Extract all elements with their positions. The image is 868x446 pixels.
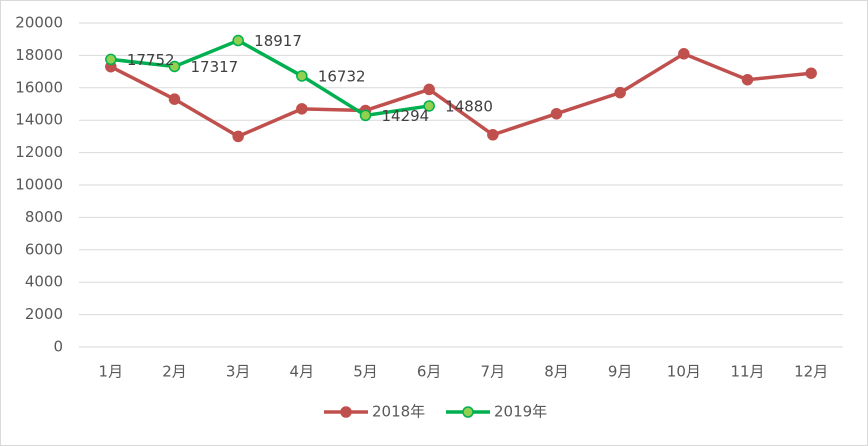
- y-tick-label: 4000: [25, 273, 63, 291]
- y-tick-label: 6000: [25, 240, 63, 258]
- marker: [423, 100, 435, 112]
- x-tick-label: 6月: [417, 363, 442, 381]
- data-label: 14294: [382, 107, 430, 125]
- x-tick-label: 7月: [481, 363, 506, 381]
- data-label: 14880: [445, 97, 493, 115]
- marker: [741, 73, 754, 86]
- marker: [359, 109, 372, 122]
- x-tick-label: 3月: [226, 363, 251, 381]
- marker: [232, 130, 244, 143]
- legend-marker: [340, 406, 352, 418]
- legend-marker: [462, 406, 474, 418]
- x-tick-label: 11月: [730, 363, 764, 381]
- y-tick-label: 20000: [15, 14, 63, 32]
- data-label: 16732: [318, 67, 366, 85]
- y-tick-label: 8000: [25, 208, 63, 226]
- legend-label: 2019年: [494, 403, 547, 421]
- marker: [614, 86, 626, 99]
- marker: [805, 67, 817, 79]
- y-tick-label: 18000: [15, 46, 63, 64]
- marker: [296, 103, 308, 115]
- x-tick-label: 5月: [353, 363, 378, 381]
- data-label: 17752: [127, 51, 175, 69]
- x-tick-label: 8月: [544, 363, 569, 381]
- series-line: [110, 38, 430, 118]
- marker: [168, 60, 181, 73]
- y-tick-label: 14000: [15, 111, 63, 129]
- x-tick-label: 10月: [667, 363, 701, 381]
- x-tick-label: 1月: [99, 363, 124, 381]
- y-tick-label: 16000: [15, 78, 63, 96]
- x-tick-label: 12月: [794, 363, 828, 381]
- marker: [550, 107, 563, 120]
- marker: [678, 48, 690, 60]
- y-tick-label: 0: [53, 338, 63, 356]
- x-tick-label: 9月: [608, 363, 633, 381]
- y-tick-label: 10000: [15, 176, 63, 194]
- marker: [105, 53, 117, 66]
- x-tick-label: 2月: [162, 363, 187, 381]
- x-tick-label: 4月: [290, 363, 315, 381]
- legend-label: 2018年: [372, 403, 425, 421]
- marker: [487, 129, 499, 141]
- data-label: 17317: [191, 58, 239, 76]
- marker: [296, 70, 308, 82]
- series-line: [110, 51, 812, 139]
- y-tick-label: 2000: [25, 305, 63, 323]
- marker: [232, 34, 244, 47]
- data-label: 18917: [254, 32, 302, 50]
- y-tick-label: 12000: [15, 143, 63, 161]
- marker: [423, 83, 435, 96]
- marker: [168, 93, 181, 105]
